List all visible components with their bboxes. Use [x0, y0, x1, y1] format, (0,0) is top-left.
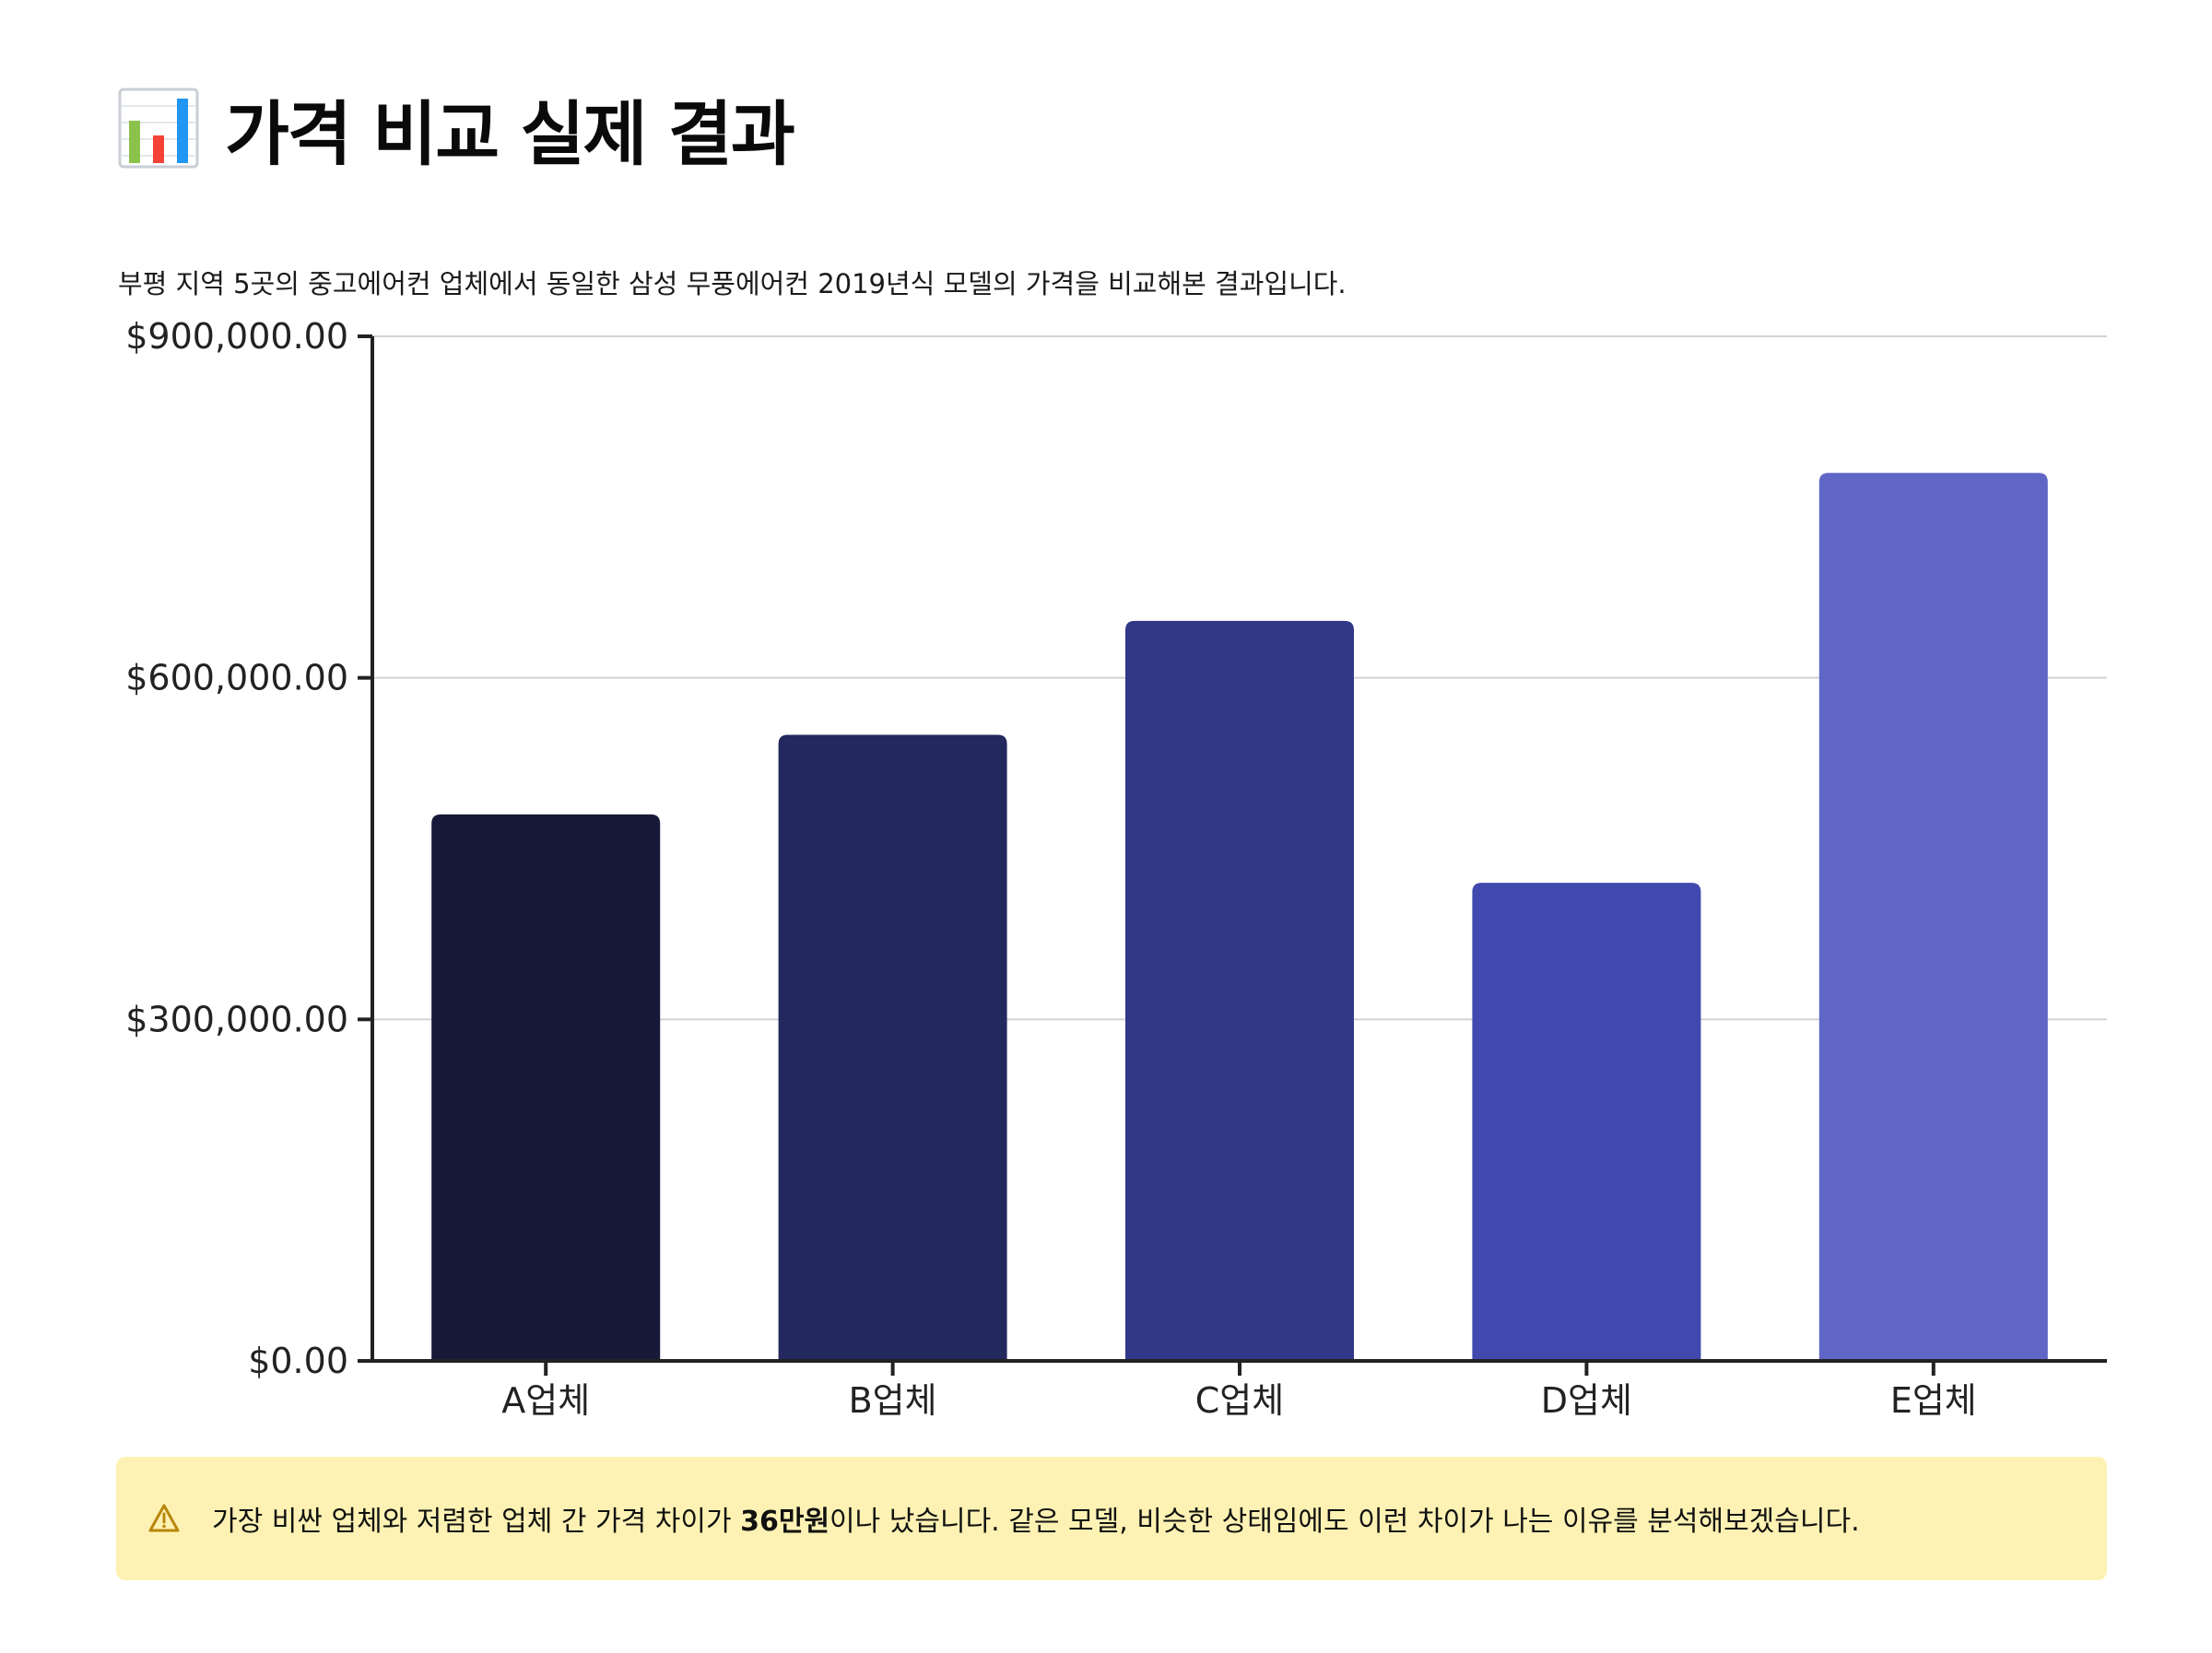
bar-E업체	[1818, 473, 2048, 1361]
note-emphasis: 36만원	[740, 1506, 830, 1538]
page-title: 가격 비교 실제 결과	[116, 77, 795, 179]
warning-note: 가장 비싼 업체와 저렴한 업체 간 가격 차이가 36만원이나 났습니다. 같…	[116, 1457, 2107, 1580]
x-tick-label: D업체	[1541, 1380, 1632, 1421]
x-tick-label: B업체	[849, 1380, 937, 1421]
bar-D업체	[1472, 883, 1701, 1361]
x-tick-label: E업체	[1890, 1380, 1977, 1421]
y-tick-label: $0.00	[248, 1341, 348, 1381]
x-tick-label: A업체	[501, 1380, 590, 1421]
warning-note-text: 가장 비싼 업체와 저렴한 업체 간 가격 차이가 36만원이나 났습니다. 같…	[212, 1498, 1860, 1539]
y-tick-label: $600,000.00	[125, 658, 348, 698]
axis-labels: $0.00 $300,000.00 $600,000.00 $900,000.00 A업…	[125, 316, 1977, 1421]
axes	[358, 334, 2107, 1376]
y-tick-label: $900,000.00	[125, 316, 348, 357]
page-title-text: 가격 비교 실제 결과	[225, 93, 795, 175]
price-comparison-chart: $0.00 $300,000.00 $600,000.00 $900,000.00 A업…	[125, 316, 2107, 1421]
bar-C업체	[1125, 620, 1354, 1361]
bar-chart-icon	[118, 88, 199, 169]
bars	[431, 473, 2048, 1361]
bar-B업체	[778, 734, 1007, 1361]
x-tick-label: C업체	[1195, 1380, 1284, 1421]
warning-icon	[148, 1504, 180, 1532]
bar-A업체	[431, 814, 661, 1361]
y-tick-label: $300,000.00	[125, 999, 348, 1039]
note-text-before: 가장 비싼 업체와 저렴한 업체 간 가격 차이가	[212, 1506, 741, 1538]
note-text-after: 이나 났습니다. 같은 모델, 비슷한 상태임에도 이런 차이가 나는 이유를 …	[830, 1506, 1860, 1538]
page-description: 부평 지역 5곳의 중고에어컨 업체에서 동일한 삼성 무풍에어컨 2019년식…	[118, 268, 1347, 299]
